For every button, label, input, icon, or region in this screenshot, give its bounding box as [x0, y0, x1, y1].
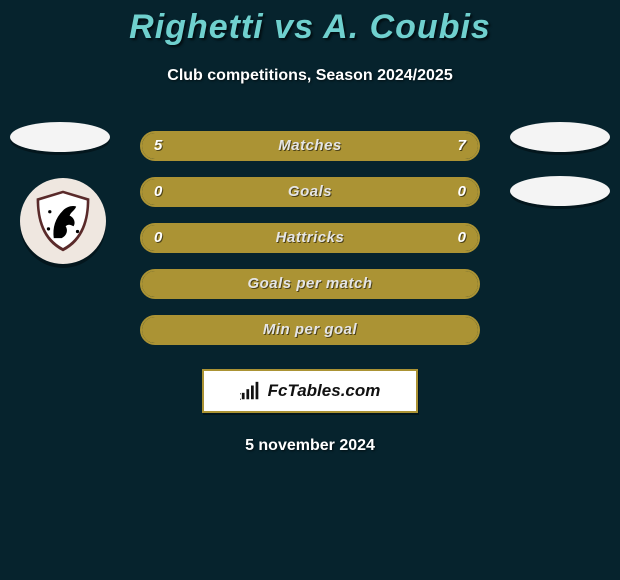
stat-label: Goals per match: [142, 271, 478, 297]
horse-shield-icon: [30, 188, 96, 254]
bar-chart-icon: [240, 380, 262, 402]
brand-text: FcTables.com: [268, 381, 381, 401]
stat-label: Matches: [142, 133, 478, 159]
left-player-slot: [10, 122, 110, 152]
stat-row-goals-per-match: Goals per match: [140, 269, 480, 299]
page-title: Righetti vs A. Coubis: [0, 0, 620, 47]
team-badge: [20, 178, 106, 264]
stat-row-hattricks: 0 Hattricks 0: [140, 223, 480, 253]
right-player-slot-2: [510, 176, 610, 206]
stat-label: Hattricks: [142, 225, 478, 251]
date-text: 5 november 2024: [0, 437, 620, 455]
stat-row-min-per-goal: Min per goal: [140, 315, 480, 345]
stat-right-value: 0: [458, 179, 466, 205]
stat-row-matches: 5 Matches 7: [140, 131, 480, 161]
stat-right-value: 7: [458, 133, 466, 159]
brand-plaque: FcTables.com: [202, 369, 418, 413]
stat-row-goals: 0 Goals 0: [140, 177, 480, 207]
right-player-slot-1: [510, 122, 610, 152]
stat-right-value: 0: [458, 225, 466, 251]
page-subtitle: Club competitions, Season 2024/2025: [0, 67, 620, 85]
stat-label: Goals: [142, 179, 478, 205]
stat-label: Min per goal: [142, 317, 478, 343]
